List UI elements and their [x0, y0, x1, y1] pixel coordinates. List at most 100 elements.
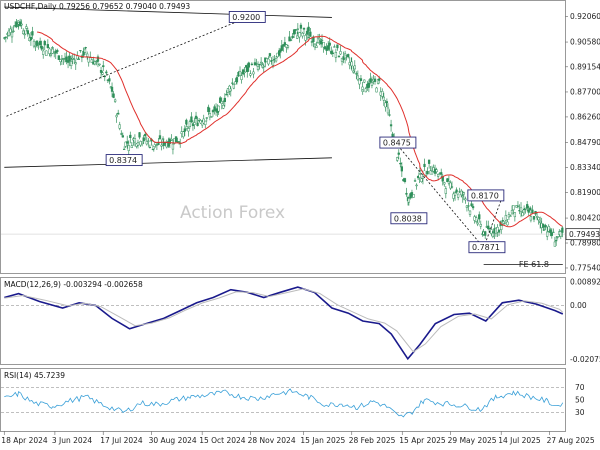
candle-body — [101, 72, 104, 75]
annotation-box-2 — [390, 212, 428, 225]
headers-layer: USDCHF,Daily 0.79256 0.79652 0.79040 0.7… — [4, 2, 190, 380]
candle-body — [337, 55, 341, 58]
candle-body — [69, 61, 73, 66]
last-price-label: 0.79493 — [569, 230, 600, 239]
candle-body — [294, 29, 297, 31]
last-price-badge — [565, 228, 600, 241]
candle-body — [223, 97, 226, 102]
candle-body — [315, 45, 318, 48]
candle-body — [65, 56, 68, 62]
macd-series-signal — [4, 288, 564, 353]
candle-body — [479, 223, 482, 227]
candle-body — [355, 73, 358, 75]
candle-body — [130, 145, 133, 148]
candle-body — [322, 41, 325, 48]
candle-body — [547, 226, 550, 232]
candle-body — [185, 119, 188, 125]
candle-body — [231, 82, 234, 84]
candle-body — [546, 231, 549, 237]
candle-body — [234, 81, 237, 85]
price-ytick-label: 0.78980 — [570, 239, 600, 248]
candle-body — [504, 215, 508, 221]
candle-body — [208, 113, 212, 118]
candle-body — [141, 141, 144, 145]
candle-body — [426, 170, 429, 175]
candle-body — [113, 99, 117, 102]
candle-body — [553, 241, 557, 247]
rsi-layer — [1, 387, 565, 418]
price-ytick-label: 0.86260 — [570, 113, 600, 122]
candle-body — [127, 145, 130, 151]
candle-body — [446, 178, 449, 183]
candle-body — [363, 79, 366, 83]
candle-body — [509, 215, 512, 217]
candle-body — [98, 63, 101, 66]
candle-body — [232, 84, 236, 89]
candle-body — [436, 173, 440, 177]
annotation-label-6: FE 61.8 — [519, 260, 549, 269]
candle-body — [211, 110, 215, 113]
candle-body — [18, 21, 22, 26]
candle-body — [84, 47, 87, 49]
candle-body — [274, 58, 278, 62]
candle-body — [359, 78, 363, 81]
xtick-label: 15 Jan 2025 — [300, 436, 345, 445]
candle-body — [201, 121, 204, 126]
candle-body — [484, 231, 487, 236]
xtick-label: 15 Oct 2024 — [199, 436, 246, 445]
candle-body — [471, 206, 475, 209]
candle-body — [386, 107, 390, 114]
candle-body — [291, 35, 294, 39]
candle-body — [299, 24, 303, 29]
annotation-label-0: 0.9200 — [232, 13, 260, 22]
candle-body — [539, 220, 542, 223]
trendline-0 — [4, 6, 332, 18]
candle-body — [549, 229, 552, 233]
trendline-2 — [6, 17, 248, 117]
candle-body — [246, 67, 249, 73]
candle-body — [334, 52, 338, 58]
candle-body — [3, 37, 6, 39]
annotation-box-3 — [379, 136, 417, 149]
candle-body — [57, 55, 60, 60]
candle-body — [160, 144, 163, 147]
candle-body — [350, 61, 353, 67]
candle-body — [497, 229, 501, 233]
candle-body — [478, 214, 481, 220]
candle-body — [31, 31, 34, 36]
candle-body — [32, 40, 36, 47]
candle-body — [99, 70, 103, 73]
candle-body — [296, 28, 299, 30]
candle-body — [25, 26, 28, 29]
rsi-header: RSI(14) 45.7239 — [4, 371, 65, 380]
xtick-label: 14 Jul 2025 — [498, 436, 541, 445]
candle-body — [413, 180, 417, 182]
macd-ytick-label: 0.008923 — [570, 278, 600, 287]
candle-body — [280, 45, 283, 51]
candle-body — [506, 221, 509, 226]
candle-body — [46, 44, 49, 48]
candle-body — [531, 209, 534, 214]
xtick-label: 15 Apr 2025 — [399, 436, 446, 445]
candle-body — [262, 65, 265, 68]
candle-body — [82, 50, 85, 56]
candle-body — [389, 124, 393, 127]
macd-ytick-label: -0.020759 — [570, 355, 600, 364]
price-ytick-label: 0.77540 — [570, 264, 600, 273]
candle-body — [516, 205, 520, 207]
candle-body — [204, 120, 207, 125]
candle-body — [79, 50, 82, 52]
candle-body — [327, 45, 330, 50]
candle-body — [343, 53, 347, 59]
candle-body — [420, 178, 423, 182]
candle-body — [353, 65, 356, 70]
candle-body — [115, 115, 118, 118]
candle-body — [407, 198, 411, 203]
candle-body — [196, 122, 199, 127]
candle-body — [12, 30, 15, 32]
xtick-label: 27 Aug 2025 — [547, 436, 595, 445]
annotation-label-1: 0.8374 — [109, 156, 137, 165]
candle-body — [255, 63, 258, 65]
candle-body — [187, 128, 190, 132]
